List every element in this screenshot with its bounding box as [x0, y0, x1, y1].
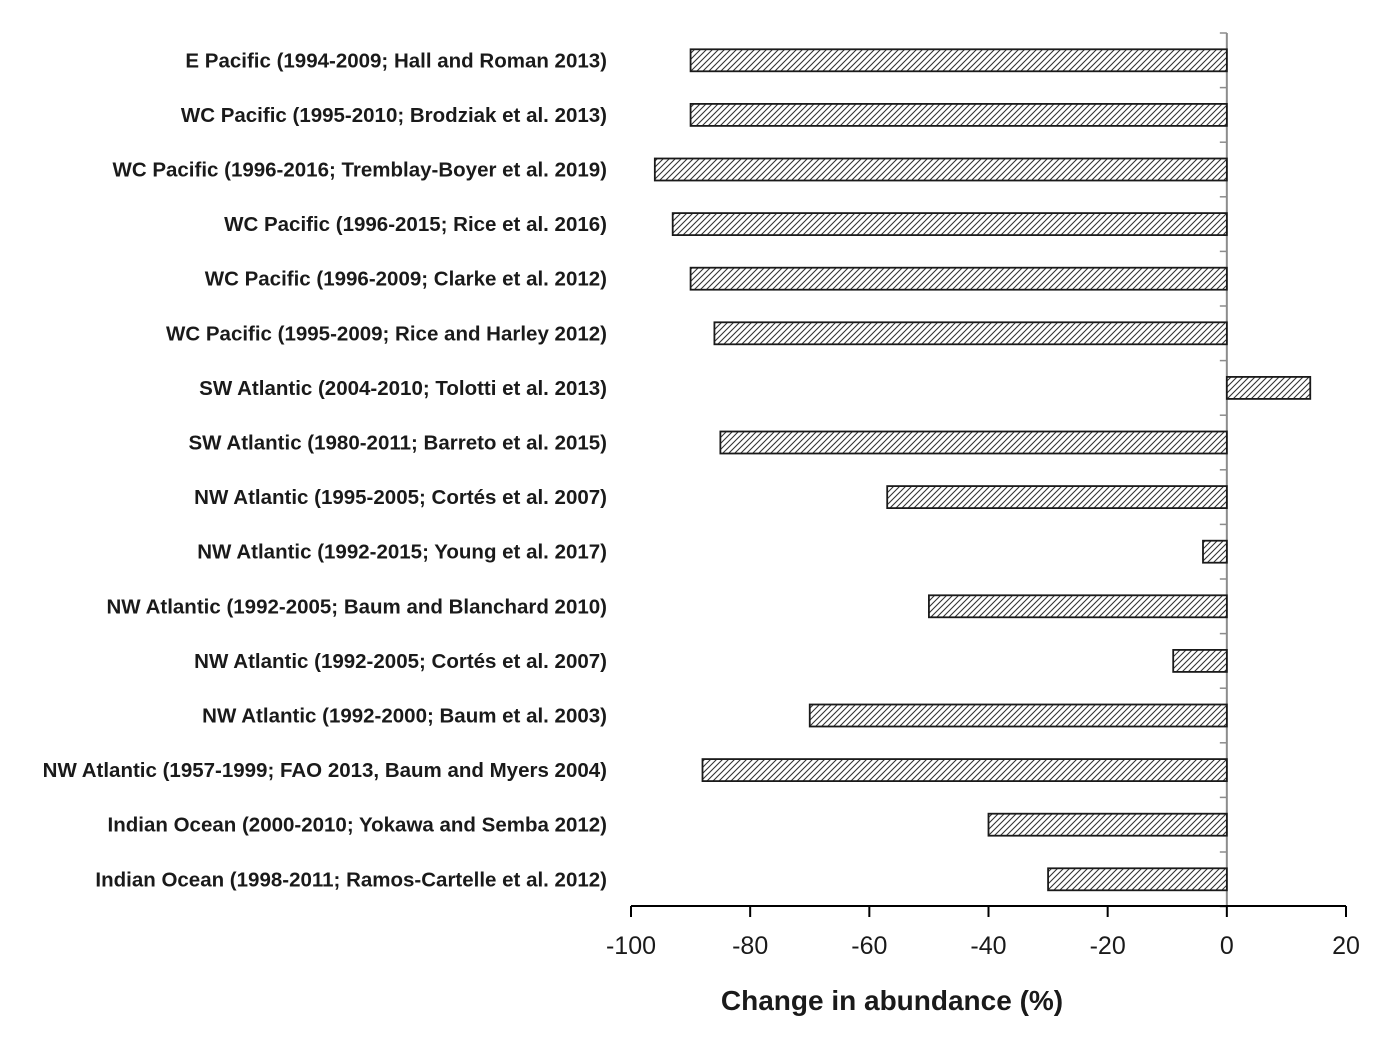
category-label: NW Atlantic (1992-2005; Cortés et al. 20… — [194, 650, 607, 673]
category-label: NW Atlantic (1992-2015; Young et al. 201… — [197, 541, 607, 564]
bar — [987, 812, 1228, 837]
bar — [689, 103, 1228, 127]
bar — [701, 758, 1228, 782]
x-axis: -100 -80 -60 -40 -20 0 20 — [606, 905, 1360, 960]
bar — [928, 594, 1228, 619]
category-label: NW Atlantic (1992-2005; Baum and Blancha… — [106, 595, 607, 618]
bars — [653, 48, 1312, 892]
bar — [689, 266, 1228, 291]
category-label: E Pacific (1994-2009; Hall and Roman 201… — [185, 49, 607, 72]
x-tick-label: 20 — [1332, 932, 1360, 960]
bar — [671, 212, 1228, 237]
x-tick-label: 0 — [1220, 932, 1234, 960]
category-label: WC Pacific (1995-2010; Brodziak et al. 2… — [181, 104, 607, 127]
category-label: NW Atlantic (1992-2000; Baum et al. 2003… — [202, 705, 607, 728]
bar — [1202, 539, 1228, 564]
category-label: WC Pacific (1996-2016; Tremblay-Boyer et… — [112, 159, 607, 182]
category-label: Indian Ocean (2000-2010; Yokawa and Semb… — [108, 814, 607, 837]
x-tick-label: -20 — [1090, 932, 1126, 960]
category-label: NW Atlantic (1995-2005; Cortés et al. 20… — [194, 486, 607, 509]
x-tick-label: -40 — [970, 932, 1006, 960]
category-label: NW Atlantic (1957-1999; FAO 2013, Baum a… — [43, 759, 607, 782]
category-label: Indian Ocean (1998-2011; Ramos-Cartelle … — [95, 868, 607, 891]
bar — [886, 485, 1228, 510]
x-tick-label: -60 — [851, 932, 887, 960]
bar — [1047, 867, 1228, 892]
bar — [719, 430, 1228, 455]
bar — [1225, 375, 1312, 400]
x-tick-label: -80 — [732, 932, 768, 960]
category-label: SW Atlantic (1980-2011; Barreto et al. 2… — [188, 432, 607, 455]
category-labels: E Pacific (1994-2009; Hall and Roman 201… — [43, 49, 607, 891]
bar — [689, 48, 1228, 73]
bar — [713, 321, 1228, 346]
x-tick-label: -100 — [606, 932, 656, 960]
bar — [653, 157, 1228, 182]
category-label: WC Pacific (1995-2009; Rice and Harley 2… — [166, 322, 607, 345]
category-label: WC Pacific (1996-2009; Clarke et al. 201… — [205, 268, 607, 291]
category-label: SW Atlantic (2004-2010; Tolotti et al. 2… — [199, 377, 607, 400]
bar — [1172, 649, 1228, 673]
bar — [808, 703, 1228, 728]
x-axis-title: Change in abundance (%) — [721, 985, 1063, 1016]
category-label: WC Pacific (1996-2015; Rice et al. 2016) — [224, 213, 607, 236]
